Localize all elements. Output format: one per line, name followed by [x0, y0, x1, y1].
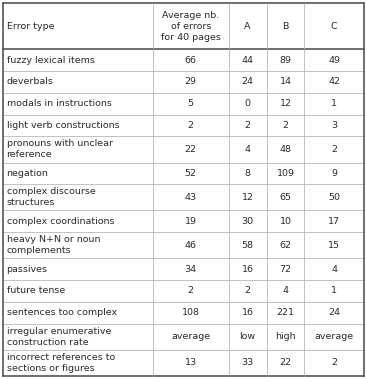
Text: 2: 2 [244, 121, 251, 130]
Text: 14: 14 [280, 77, 291, 86]
Text: 10: 10 [280, 217, 291, 226]
Text: 22: 22 [185, 145, 197, 154]
Text: 17: 17 [328, 217, 340, 226]
Text: 109: 109 [276, 169, 295, 178]
Text: 221: 221 [276, 308, 295, 317]
Text: 44: 44 [241, 56, 254, 65]
Text: B: B [282, 22, 289, 31]
Text: 29: 29 [185, 77, 197, 86]
Text: complex discourse
structures: complex discourse structures [7, 187, 95, 207]
Text: 19: 19 [185, 217, 197, 226]
Text: future tense: future tense [7, 287, 65, 296]
Text: 22: 22 [280, 359, 291, 367]
Text: 108: 108 [182, 308, 200, 317]
Text: 1: 1 [331, 287, 337, 296]
Text: 9: 9 [331, 169, 337, 178]
Text: low: low [240, 332, 256, 341]
Text: 33: 33 [241, 359, 254, 367]
Text: 65: 65 [280, 193, 291, 202]
Text: 2: 2 [188, 287, 194, 296]
Text: 48: 48 [280, 145, 291, 154]
Text: 5: 5 [188, 99, 194, 108]
Text: 16: 16 [241, 265, 254, 274]
Text: 0: 0 [244, 99, 251, 108]
Text: 62: 62 [280, 241, 291, 250]
Text: 12: 12 [280, 99, 291, 108]
Text: 4: 4 [331, 265, 337, 274]
Text: light verb constructions: light verb constructions [7, 121, 119, 130]
Text: Average nb.
of errors
for 40 pages: Average nb. of errors for 40 pages [161, 11, 221, 42]
Text: 13: 13 [185, 359, 197, 367]
Text: 16: 16 [241, 308, 254, 317]
Text: 66: 66 [185, 56, 197, 65]
Text: 2: 2 [283, 121, 288, 130]
Text: 15: 15 [328, 241, 340, 250]
Text: 2: 2 [244, 287, 251, 296]
Text: 34: 34 [185, 265, 197, 274]
Text: A: A [244, 22, 251, 31]
Text: average: average [171, 332, 210, 341]
Text: 46: 46 [185, 241, 197, 250]
Text: 2: 2 [331, 359, 337, 367]
Text: 58: 58 [241, 241, 254, 250]
Text: 8: 8 [244, 169, 251, 178]
Text: 42: 42 [328, 77, 340, 86]
Text: passives: passives [7, 265, 48, 274]
Text: 4: 4 [244, 145, 251, 154]
Text: fuzzy lexical items: fuzzy lexical items [7, 56, 94, 65]
Text: 43: 43 [185, 193, 197, 202]
Text: 4: 4 [283, 287, 288, 296]
Text: Error type: Error type [7, 22, 54, 31]
Text: 12: 12 [241, 193, 254, 202]
Text: modals in instructions: modals in instructions [7, 99, 112, 108]
Text: 2: 2 [188, 121, 194, 130]
Text: incorrect references to
sections or figures: incorrect references to sections or figu… [7, 353, 115, 373]
Text: 49: 49 [328, 56, 340, 65]
Text: 3: 3 [331, 121, 337, 130]
Text: irregular enumerative
construction rate: irregular enumerative construction rate [7, 327, 111, 347]
Text: 2: 2 [331, 145, 337, 154]
Text: 24: 24 [241, 77, 254, 86]
Text: average: average [315, 332, 354, 341]
Text: 30: 30 [241, 217, 254, 226]
Text: complex coordinations: complex coordinations [7, 217, 114, 226]
Text: 1: 1 [331, 99, 337, 108]
Text: negation: negation [7, 169, 48, 178]
Text: 52: 52 [185, 169, 197, 178]
Text: 72: 72 [280, 265, 291, 274]
Text: C: C [331, 22, 338, 31]
Text: sentences too complex: sentences too complex [7, 308, 117, 317]
Text: 50: 50 [328, 193, 340, 202]
Text: deverbals: deverbals [7, 77, 54, 86]
Text: 24: 24 [328, 308, 340, 317]
Text: high: high [275, 332, 296, 341]
Text: pronouns with unclear
reference: pronouns with unclear reference [7, 139, 113, 160]
Text: heavy N+N or noun
complements: heavy N+N or noun complements [7, 235, 100, 255]
Text: 89: 89 [280, 56, 291, 65]
